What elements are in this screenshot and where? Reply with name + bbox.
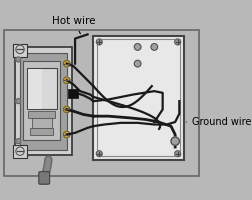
Bar [13, 44, 27, 57]
Text: Hot wire: Hot wire [52, 16, 95, 34]
Circle shape [171, 137, 179, 145]
Bar [32, 118, 52, 128]
Circle shape [96, 151, 102, 157]
Bar [28, 111, 55, 118]
Circle shape [16, 99, 21, 104]
Circle shape [151, 44, 158, 50]
Circle shape [16, 45, 24, 54]
Circle shape [64, 106, 70, 113]
Bar [30, 128, 53, 135]
Bar [23, 61, 60, 140]
Bar [4, 30, 199, 176]
Circle shape [134, 60, 141, 67]
Circle shape [16, 139, 21, 144]
Text: Ground wire: Ground wire [186, 117, 251, 127]
Bar [20, 53, 67, 150]
FancyBboxPatch shape [39, 172, 50, 184]
Circle shape [64, 131, 70, 138]
Circle shape [64, 77, 70, 84]
Bar [68, 89, 78, 98]
Circle shape [16, 147, 24, 155]
Bar [13, 145, 27, 158]
Bar [93, 36, 183, 160]
Circle shape [175, 39, 181, 45]
Bar [97, 39, 180, 156]
Bar [15, 47, 72, 155]
Circle shape [96, 39, 102, 45]
Circle shape [175, 151, 181, 157]
Circle shape [64, 60, 70, 67]
Bar [27, 69, 42, 109]
Circle shape [16, 57, 21, 62]
Circle shape [134, 44, 141, 50]
Bar [27, 68, 57, 109]
